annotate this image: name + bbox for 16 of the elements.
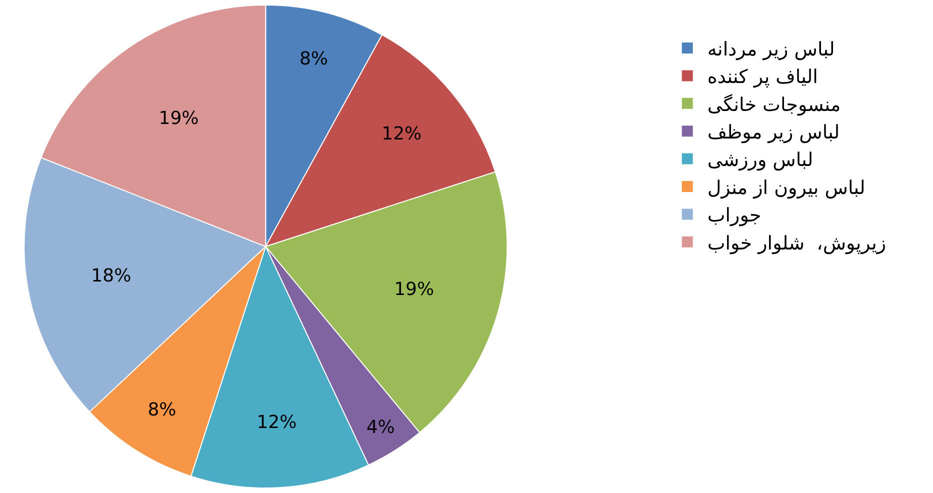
legend-label: الیاف پر کننده — [707, 66, 818, 88]
legend-label: زیرپوش، شلوار خواب — [707, 232, 886, 254]
data-label: 19% — [394, 279, 434, 300]
legend-label: لباس ورزشی — [707, 149, 814, 172]
data-label: 4% — [366, 417, 395, 438]
legend-label: منسوجات خانگی — [707, 92, 841, 116]
legend-label: لباس بیرون از منزل — [707, 176, 866, 199]
data-label: 18% — [91, 265, 132, 286]
legend-label: جوراب — [707, 204, 762, 227]
legend-label: لباس زیر مردانه — [707, 38, 835, 60]
legend-label: لباس زیر موظف — [707, 122, 840, 144]
data-label: 12% — [382, 123, 422, 144]
data-label: 12% — [256, 412, 297, 434]
data-label: 19% — [158, 108, 199, 130]
data-label: 8% — [148, 399, 176, 420]
data-label: 8% — [299, 48, 328, 70]
